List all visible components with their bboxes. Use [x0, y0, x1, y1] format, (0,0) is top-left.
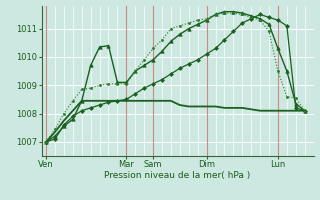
X-axis label: Pression niveau de la mer( hPa ): Pression niveau de la mer( hPa )	[104, 171, 251, 180]
